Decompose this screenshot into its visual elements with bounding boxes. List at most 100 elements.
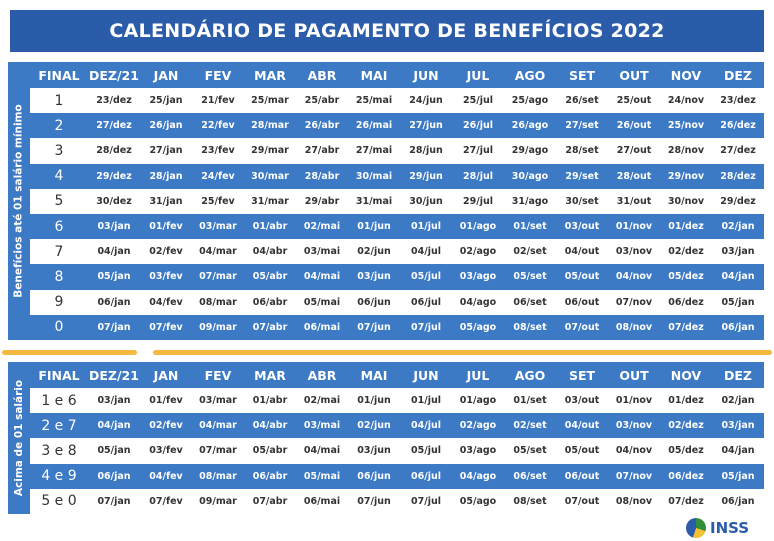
payment-date-cell: 05/abr: [252, 445, 288, 457]
payment-date-cell: 26/set: [565, 95, 599, 107]
payment-date-cell: 07/jan: [97, 321, 131, 333]
header-row: FINAL DEZ/21 JAN FEV MAR ABR MAI JUN JUL AGO SET OU…: [30, 62, 764, 88]
column-header: JUL: [466, 367, 490, 383]
payment-date-cell: 02/fev: [149, 246, 183, 258]
payment-date-cell: 29/dez: [720, 195, 756, 207]
table-row: 7 04/jan 02/fev 04/mar 04/abr 03/mai 02/jun 04/…: [30, 239, 764, 265]
column-header: AGO: [514, 367, 546, 383]
payment-date-cell: 31/mar: [251, 195, 289, 207]
column-header: DEZ/21: [89, 67, 139, 83]
payment-date-cell: 01/dez: [668, 221, 704, 233]
payment-date-cell: 01/set: [513, 221, 547, 233]
payment-date-cell: 02/set: [513, 246, 547, 258]
payment-date-cell: 07/mar: [199, 445, 237, 457]
payment-date-cell: 25/jul: [463, 95, 493, 107]
payment-date-cell: 28/jul: [463, 170, 493, 182]
payment-date-cell: 27/jan: [149, 145, 183, 157]
column-header: FINAL: [38, 67, 80, 83]
payment-date-cell: 06/jan: [721, 495, 755, 507]
payment-date-cell: 01/jul: [411, 221, 441, 233]
payment-date-cell: 31/ago: [511, 195, 549, 207]
payment-date-cell: 04/jan: [721, 445, 755, 457]
page-title: CALENDÁRIO DE PAGAMENTO DE BENEFÍCIOS 20…: [10, 10, 764, 52]
payment-date-cell: 28/nov: [667, 145, 705, 157]
column-header: JUL: [466, 67, 490, 83]
payment-date-cell: 27/jul: [463, 145, 493, 157]
payment-date-cell: 01/dez: [668, 395, 704, 407]
payment-date-cell: 25/out: [616, 95, 652, 107]
payment-date-cell: 04/abr: [252, 420, 288, 432]
payment-date-cell: 01/ago: [459, 221, 497, 233]
column-header: JUN: [413, 67, 439, 83]
payment-date-cell: 04/jan: [721, 271, 755, 283]
payment-date-cell: 05/jul: [411, 271, 441, 283]
payment-date-cell: 25/mai: [355, 95, 393, 107]
final-digit-cell: 9: [54, 294, 64, 311]
payment-date-cell: 28/jan: [149, 170, 183, 182]
payment-date-cell: 04/jan: [97, 420, 131, 432]
payment-date-cell: 04/mar: [199, 420, 237, 432]
payment-date-cell: 08/mar: [199, 296, 237, 308]
payment-date-cell: 03/jan: [97, 221, 131, 233]
payment-date-cell: 01/ago: [459, 395, 497, 407]
payment-date-cell: 04/mar: [199, 246, 237, 258]
payment-date-cell: 24/fev: [201, 170, 235, 182]
final-digit-cell: 2: [54, 117, 64, 134]
payment-date-cell: 06/jan: [97, 470, 131, 482]
logo-text: INSS: [710, 519, 750, 537]
final-digit-cell: 6: [54, 218, 64, 235]
payment-date-cell: 02/dez: [668, 246, 704, 258]
column-header: ABR: [307, 67, 337, 83]
column-header: NOV: [670, 67, 702, 83]
payment-date-cell: 31/mai: [355, 195, 393, 207]
payment-date-cell: 26/dez: [720, 120, 756, 132]
payment-date-cell: 26/jul: [463, 120, 493, 132]
payment-date-cell: 07/fev: [149, 495, 183, 507]
table-acima-1-salario: Acima de 01 salário FINAL DEZ/21 JAN FEV MAR…: [8, 362, 764, 514]
table-row: 3 28/dez 27/jan 23/fev 29/mar 27/abr 27/mai 28/…: [30, 138, 764, 164]
payment-date-cell: 24/jun: [409, 95, 443, 107]
inss-logo: INSS: [686, 518, 749, 538]
payment-date-cell: 29/ago: [511, 145, 549, 157]
payment-date-cell: 27/set: [565, 120, 599, 132]
column-header: FEV: [204, 67, 232, 83]
payment-date-cell: 05/dez: [668, 271, 704, 283]
payment-date-cell: 04/fev: [149, 470, 183, 482]
payment-date-cell: 02/jan: [721, 221, 755, 233]
side-label: Benefícios até 01 salário mínimo: [8, 62, 30, 340]
column-header: DEZ: [724, 67, 752, 83]
payment-date-cell: 05/abr: [252, 271, 288, 283]
payment-date-cell: 07/nov: [615, 296, 653, 308]
table-row: 1 23/dez 25/jan 21/fev 25/mar 25/abr 25/mai 24/…: [30, 88, 764, 114]
payment-date-cell: 26/ago: [511, 120, 549, 132]
payment-date-cell: 04/jan: [97, 246, 131, 258]
final-digit-cell: 2 e 7: [41, 417, 77, 434]
payment-date-cell: 28/out: [616, 170, 652, 182]
payment-date-cell: 04/jul: [411, 420, 441, 432]
payment-date-cell: 06/jun: [357, 470, 391, 482]
column-header: MAI: [360, 367, 388, 383]
payment-date-cell: 02/jan: [721, 395, 755, 407]
table-row: 4 29/dez 28/jan 24/fev 30/mar 28/abr 30/mai 29/…: [30, 163, 764, 189]
payment-date-cell: 01/abr: [252, 395, 288, 407]
table-row: 9 06/jan 04/fev 08/mar 06/abr 05/mai 06/jun 06/…: [30, 289, 764, 315]
table-ate-1-salario: Benefícios até 01 salário mínimo FINAL DE…: [8, 62, 764, 340]
payment-date-cell: 02/jun: [357, 246, 391, 258]
payment-date-cell: 02/set: [513, 420, 547, 432]
column-header: FINAL: [38, 367, 80, 383]
payment-date-cell: 03/out: [564, 395, 600, 407]
payment-date-cell: 29/mar: [251, 145, 289, 157]
payment-date-cell: 04/mai: [303, 271, 341, 283]
payment-date-cell: 30/set: [565, 195, 599, 207]
payment-date-cell: 03/fev: [149, 445, 183, 457]
payment-date-cell: 07/abr: [252, 495, 288, 507]
payment-date-cell: 06/jan: [97, 296, 131, 308]
payment-date-cell: 04/abr: [252, 246, 288, 258]
inss-emblem-icon: [686, 518, 706, 538]
payment-date-cell: 03/nov: [615, 420, 653, 432]
payment-date-cell: 07/dez: [668, 321, 704, 333]
table-rows: FINAL DEZ/21 JAN FEV MAR ABR MAI JUN JUL AGO SET OU…: [30, 362, 764, 514]
payment-date-cell: 04/ago: [459, 470, 497, 482]
payment-date-cell: 09/mar: [199, 321, 237, 333]
payment-date-cell: 27/out: [616, 145, 652, 157]
